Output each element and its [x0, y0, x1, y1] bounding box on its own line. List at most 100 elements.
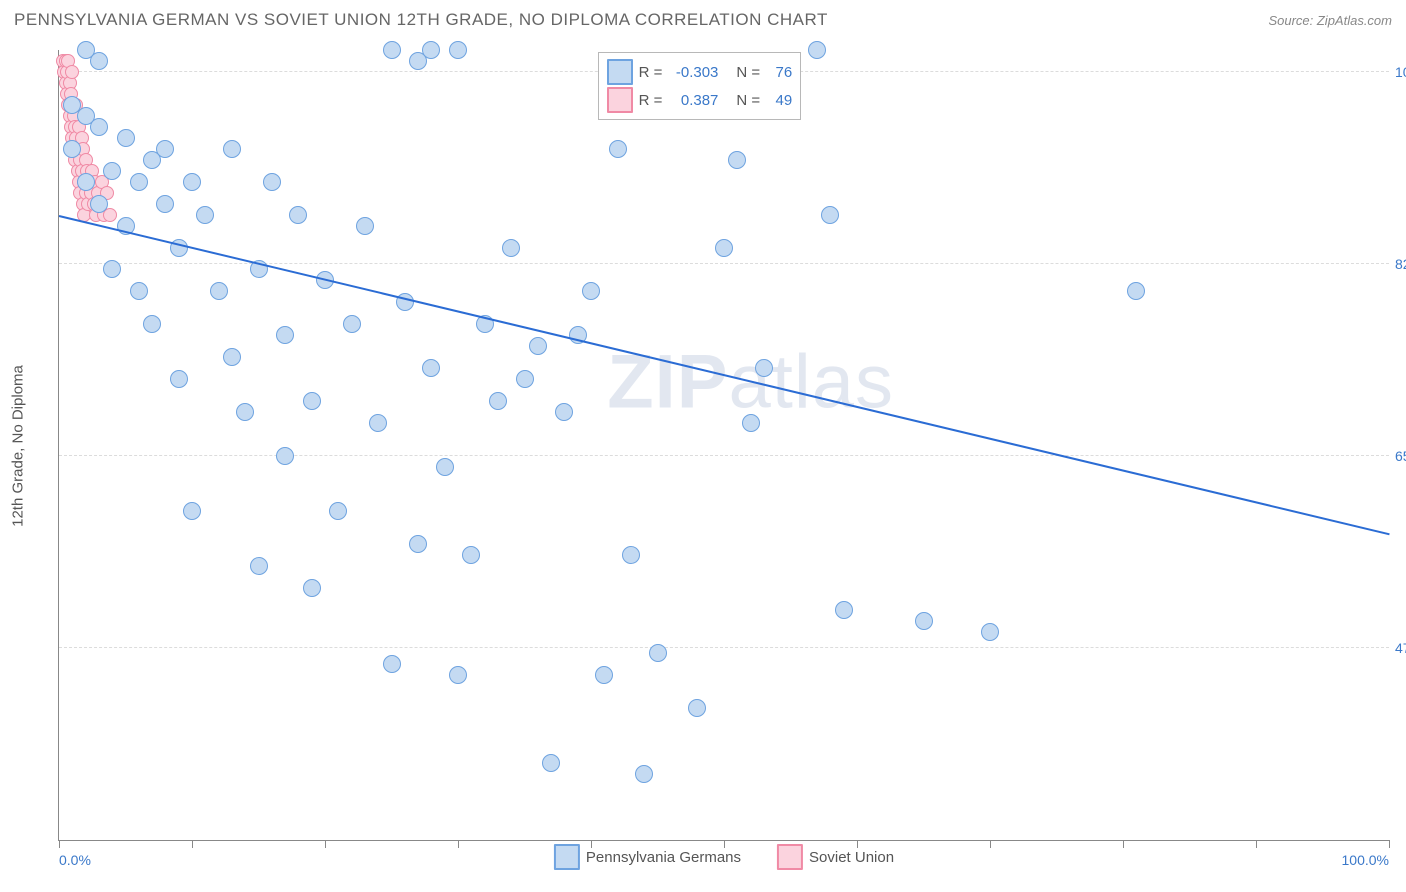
scatter-marker: [90, 195, 108, 213]
y-tick-label: 65.0%: [1395, 448, 1406, 464]
scatter-marker: [276, 447, 294, 465]
scatter-marker: [529, 337, 547, 355]
scatter-marker: [409, 535, 427, 553]
scatter-marker: [263, 173, 281, 191]
scatter-marker: [156, 140, 174, 158]
x-tick-label: 100.0%: [1342, 852, 1389, 868]
scatter-marker: [728, 151, 746, 169]
series-legend-label: Pennsylvania Germans: [586, 849, 741, 866]
scatter-marker: [90, 52, 108, 70]
y-axis-label: 12th Grade, No Diploma: [10, 365, 27, 527]
x-tick: [192, 840, 193, 848]
scatter-marker: [383, 655, 401, 673]
x-tick: [458, 840, 459, 848]
scatter-marker: [183, 502, 201, 520]
series-legend: Pennsylvania Germans Soviet Union: [554, 844, 894, 870]
legend-N-value: 49: [766, 92, 792, 109]
x-tick: [990, 840, 991, 848]
scatter-marker: [65, 65, 79, 79]
legend-R-value: 0.387: [668, 92, 718, 109]
legend-swatch: [777, 844, 803, 870]
legend-R-label: R =: [639, 64, 663, 81]
legend-R-value: -0.303: [668, 64, 718, 81]
scatter-marker: [356, 217, 374, 235]
scatter-marker: [542, 754, 560, 772]
scatter-marker: [130, 173, 148, 191]
scatter-marker: [635, 765, 653, 783]
scatter-marker: [303, 579, 321, 597]
scatter-marker: [449, 666, 467, 684]
scatter-marker: [742, 414, 760, 432]
legend-N-label: N =: [736, 92, 760, 109]
x-tick-label: 0.0%: [59, 852, 91, 868]
scatter-marker: [156, 195, 174, 213]
series-legend-item: Soviet Union: [777, 844, 894, 870]
scatter-marker: [835, 601, 853, 619]
series-legend-label: Soviet Union: [809, 849, 894, 866]
scatter-marker: [449, 41, 467, 59]
scatter-marker: [289, 206, 307, 224]
scatter-marker: [1127, 282, 1145, 300]
y-tick-label: 47.5%: [1395, 640, 1406, 656]
scatter-marker: [303, 392, 321, 410]
scatter-marker: [117, 129, 135, 147]
header: PENNSYLVANIA GERMAN VS SOVIET UNION 12TH…: [0, 0, 1406, 40]
x-tick: [1256, 840, 1257, 848]
y-tick-label: 82.5%: [1395, 256, 1406, 272]
scatter-marker: [250, 557, 268, 575]
scatter-marker: [915, 612, 933, 630]
scatter-marker: [555, 403, 573, 421]
scatter-marker: [210, 282, 228, 300]
scatter-marker: [516, 370, 534, 388]
scatter-marker: [436, 458, 454, 476]
scatter-marker: [103, 162, 121, 180]
scatter-marker: [196, 206, 214, 224]
scatter-marker: [688, 699, 706, 717]
scatter-marker: [462, 546, 480, 564]
y-tick-label: 100.0%: [1395, 64, 1406, 80]
scatter-marker: [90, 118, 108, 136]
legend-swatch: [554, 844, 580, 870]
x-tick: [1389, 840, 1390, 848]
correlation-legend: R = -0.303 N = 76 R = 0.387 N = 49: [598, 52, 802, 120]
scatter-marker: [649, 644, 667, 662]
scatter-marker: [502, 239, 520, 257]
legend-N-label: N =: [736, 64, 760, 81]
correlation-legend-row: R = -0.303 N = 76: [607, 59, 793, 85]
scatter-marker: [236, 403, 254, 421]
scatter-marker: [808, 41, 826, 59]
scatter-marker: [609, 140, 627, 158]
scatter-marker: [143, 315, 161, 333]
x-tick: [1123, 840, 1124, 848]
correlation-legend-row: R = 0.387 N = 49: [607, 87, 793, 113]
scatter-marker: [622, 546, 640, 564]
scatter-marker: [755, 359, 773, 377]
legend-N-value: 76: [766, 64, 792, 81]
legend-swatch: [607, 59, 633, 85]
legend-swatch: [607, 87, 633, 113]
scatter-marker: [582, 282, 600, 300]
x-tick: [325, 840, 326, 848]
scatter-marker: [329, 502, 347, 520]
scatter-marker: [63, 140, 81, 158]
gridline-horizontal: [59, 647, 1389, 648]
scatter-marker: [183, 173, 201, 191]
scatter-marker: [595, 666, 613, 684]
source-attribution: Source: ZipAtlas.com: [1268, 13, 1392, 28]
scatter-marker: [223, 140, 241, 158]
series-legend-item: Pennsylvania Germans: [554, 844, 741, 870]
scatter-marker: [715, 239, 733, 257]
scatter-marker: [821, 206, 839, 224]
scatter-marker: [130, 282, 148, 300]
scatter-plot-area: ZIPatlas 47.5%65.0%82.5%100.0%0.0%100.0%…: [58, 50, 1389, 841]
scatter-marker: [369, 414, 387, 432]
scatter-marker: [981, 623, 999, 641]
scatter-marker: [422, 41, 440, 59]
scatter-marker: [383, 41, 401, 59]
scatter-marker: [223, 348, 241, 366]
scatter-marker: [170, 370, 188, 388]
scatter-marker: [422, 359, 440, 377]
scatter-marker: [77, 173, 95, 191]
legend-R-label: R =: [639, 92, 663, 109]
scatter-marker: [103, 260, 121, 278]
